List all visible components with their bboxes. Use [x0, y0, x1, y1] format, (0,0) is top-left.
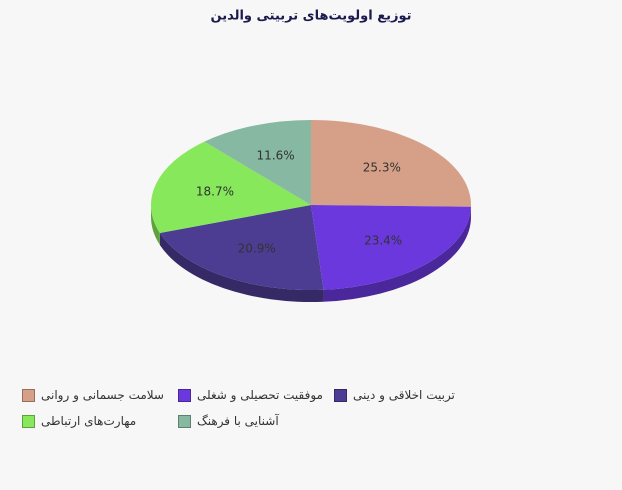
legend-item[interactable]: مهارت‌های ارتباطی: [22, 414, 136, 428]
slice: [204, 120, 311, 205]
chart: توزیع اولویت‌های تربیتی والدین 25.3% 23.4…: [151, 9, 472, 302]
legend-item[interactable]: موفقیت تحصیلی و شغلی: [178, 388, 323, 402]
legend-item[interactable]: سلامت جسمانی و روانی: [22, 388, 164, 402]
slice-side: [151, 205, 160, 245]
chart-title: توزیع اولویت‌های تربیتی والدین: [211, 9, 412, 24]
slice-side: [323, 206, 471, 302]
value-label: 11.6%: [257, 148, 295, 162]
value-label: 18.7%: [196, 184, 234, 198]
slice: [311, 120, 472, 207]
legend-label: مهارت‌های ارتباطی: [41, 414, 137, 428]
value-label: 20.9%: [238, 242, 276, 256]
legend-swatch: [178, 388, 191, 402]
legend-label: سلامت جسمانی و روانی: [41, 388, 164, 402]
legend-swatch: [22, 388, 35, 402]
slice-side: [159, 232, 324, 302]
value-label: 23.4%: [364, 234, 402, 248]
legend-item[interactable]: آشنایی با فرهنگ: [178, 414, 279, 428]
legend-label: آشنایی با فرهنگ: [197, 414, 279, 428]
value-label: 25.3%: [363, 161, 401, 175]
slice: [311, 205, 471, 290]
legend-item[interactable]: تربیت اخلاقی و دینی: [334, 388, 455, 402]
slice: [151, 141, 311, 233]
legend-swatch: [334, 388, 347, 402]
legend-swatch: [178, 414, 191, 428]
legend-swatch: [22, 414, 35, 428]
slice: [159, 205, 324, 290]
legend-label: تربیت اخلاقی و دینی: [353, 388, 455, 402]
legend-label: موفقیت تحصیلی و شغلی: [197, 388, 323, 402]
